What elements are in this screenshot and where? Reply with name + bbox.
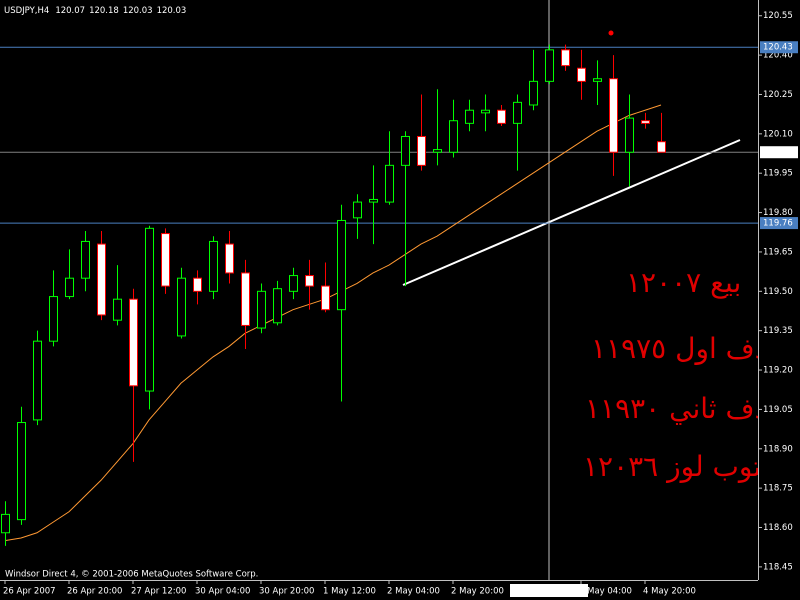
y-tick-label: 119.35 bbox=[763, 326, 793, 336]
crosshair-label: 2007.05.03 20:00 bbox=[511, 587, 587, 597]
last-high: 120.18 bbox=[89, 6, 119, 16]
x-tick-label: 26 Apr 2007 bbox=[3, 587, 56, 597]
x-tick-label: 1 May 12:00 bbox=[323, 587, 376, 597]
level-label: 119.76 bbox=[763, 219, 793, 229]
candle-body bbox=[401, 135, 410, 166]
x-tick-label: 26 Apr 20:00 bbox=[67, 587, 122, 597]
candle-body bbox=[465, 109, 474, 124]
y-tick-label: 120.40 bbox=[763, 51, 793, 61]
y-tick-label: 119.20 bbox=[763, 366, 793, 376]
candle-body bbox=[33, 340, 42, 421]
x-tick-label: 2 May 04:00 bbox=[387, 587, 440, 597]
candle-body bbox=[289, 275, 298, 292]
candle-body bbox=[545, 49, 554, 82]
y-tick-label: 119.80 bbox=[763, 208, 793, 218]
bid-label: 120.03 bbox=[763, 148, 793, 158]
x-tick-label: 27 Apr 12:00 bbox=[131, 587, 186, 597]
annotation: ستوب لوز ١٢٠٣٦ bbox=[583, 450, 758, 483]
annotation: هدف اول ١١٩٧٥ bbox=[591, 332, 758, 365]
candle-body bbox=[241, 272, 250, 326]
x-tick-label: 4 May 04:00 bbox=[579, 587, 632, 597]
candle-body bbox=[257, 290, 266, 329]
annotation: بيع ١٢٠٠٧ bbox=[626, 266, 742, 299]
candle-body bbox=[145, 227, 154, 392]
x-tick-label: 30 Apr 04:00 bbox=[195, 587, 250, 597]
y-tick-label: 120.55 bbox=[763, 11, 793, 21]
candle-body bbox=[433, 149, 442, 153]
candle-body bbox=[225, 243, 234, 274]
y-tick-label: 119.95 bbox=[763, 169, 793, 179]
chart-header: USDJPY,H4 120.07 120.18 120.03 120.03 bbox=[4, 6, 186, 16]
candle-body bbox=[609, 78, 618, 153]
x-tick-label: 2 May 20:00 bbox=[451, 587, 504, 597]
level-label-box bbox=[760, 41, 798, 54]
y-tick-label: 120.25 bbox=[763, 90, 793, 100]
candle-body bbox=[369, 198, 378, 203]
candle-body bbox=[321, 285, 330, 311]
level-label: 120.43 bbox=[763, 43, 793, 53]
candle-body bbox=[449, 120, 458, 153]
y-tick-label: 119.50 bbox=[763, 287, 793, 297]
last-open: 120.07 bbox=[55, 6, 85, 16]
y-tick-label: 118.90 bbox=[763, 444, 793, 454]
x-tick-label: 4 May 20:00 bbox=[643, 587, 696, 597]
footer: Windsor Direct 4, © 2001-2006 MetaQuotes… bbox=[5, 570, 258, 580]
candle-body bbox=[593, 78, 602, 82]
candle-body bbox=[417, 135, 426, 166]
y-tick-label: 118.60 bbox=[763, 523, 793, 533]
candle-body bbox=[129, 298, 138, 387]
candle-body bbox=[513, 101, 522, 124]
candle-body bbox=[209, 240, 218, 292]
candle-body bbox=[641, 120, 650, 124]
annotation: هدف ثاني ١١٩٣٠ bbox=[585, 392, 758, 425]
candle-body bbox=[177, 277, 186, 337]
crosshair-label-box bbox=[510, 584, 588, 597]
candle-body bbox=[353, 201, 362, 219]
candle-body bbox=[65, 277, 74, 298]
y-tick-label: 118.75 bbox=[763, 484, 793, 494]
level-label-box bbox=[760, 217, 798, 230]
candle-body bbox=[337, 219, 346, 311]
candle-body bbox=[161, 233, 170, 287]
last-low: 120.03 bbox=[123, 6, 153, 16]
y-tick-label: 118.45 bbox=[763, 562, 793, 572]
y-tick-label: 119.05 bbox=[763, 405, 793, 415]
candle-body bbox=[625, 117, 634, 153]
candle-body bbox=[1, 513, 10, 534]
symbol: USDJPY,H4 bbox=[4, 6, 49, 16]
candle-body bbox=[49, 296, 58, 342]
trend-line bbox=[402, 139, 741, 286]
candle-body bbox=[657, 141, 666, 153]
annotations: بيع ١٢٠٠٧ هدف اول ١١٩٧٥ هدف ثاني ١١٩٣٠ ستوب… bbox=[583, 266, 758, 483]
bid-label-box bbox=[760, 146, 798, 159]
fractal-marker bbox=[608, 30, 614, 36]
last-close: 120.03 bbox=[157, 6, 187, 16]
candle-body bbox=[497, 109, 506, 124]
plot-objects bbox=[0, 0, 758, 580]
candle-body bbox=[97, 243, 106, 316]
candle-body bbox=[113, 298, 122, 321]
candle-body bbox=[561, 49, 570, 67]
candle-body bbox=[17, 422, 26, 521]
y-tick-label: 120.10 bbox=[763, 129, 793, 139]
moving-average bbox=[4, 104, 662, 542]
candle-body bbox=[529, 80, 538, 106]
candle-body bbox=[273, 288, 282, 324]
candle-body bbox=[385, 164, 394, 203]
x-tick-label: 30 Apr 20:00 bbox=[259, 587, 314, 597]
candle-body bbox=[81, 240, 90, 279]
candle-body bbox=[193, 277, 202, 292]
candle-body bbox=[577, 67, 586, 82]
candle-body bbox=[481, 109, 490, 114]
y-tick-label: 119.65 bbox=[763, 247, 793, 257]
candle-body bbox=[305, 275, 314, 287]
